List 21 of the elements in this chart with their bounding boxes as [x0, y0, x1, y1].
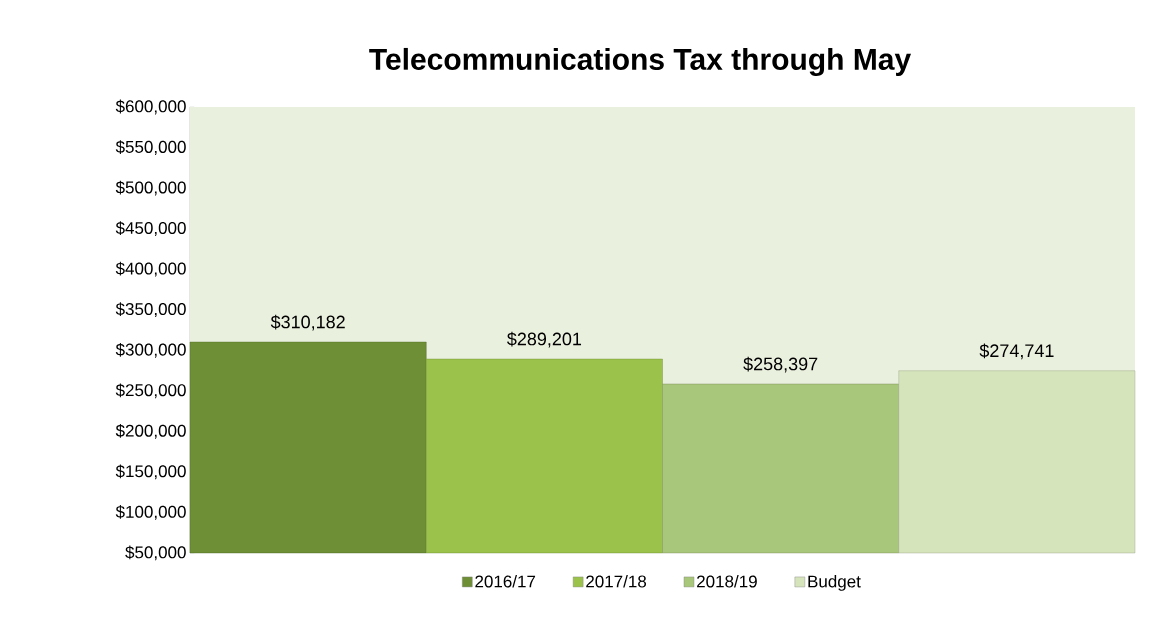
y-tick-label: $100,000: [115, 505, 186, 520]
y-tick-label: $200,000: [115, 423, 186, 439]
data-label: $289,201: [507, 331, 582, 348]
y-tick-label: $250,000: [115, 383, 186, 399]
y-tick-label: $350,000: [115, 302, 186, 318]
y-tick-label: $150,000: [115, 464, 186, 480]
legend-label: 2016/17: [475, 575, 536, 588]
y-tick-label: $500,000: [115, 180, 186, 196]
y-tick-label: $300,000: [115, 342, 186, 358]
y-tick-label: $550,000: [115, 140, 186, 155]
legend-label: 2018/19: [697, 575, 757, 588]
chart-title: Telecommunications Tax through May: [369, 47, 912, 77]
data-label: $310,182: [270, 314, 345, 331]
legend-label: 2017/18: [586, 575, 647, 588]
legend-label: Budget: [808, 575, 861, 591]
data-label: $258,397: [743, 356, 818, 373]
y-tick-label: $600,000: [115, 99, 186, 115]
data-label: $274,741: [979, 343, 1054, 360]
y-tick-label: $450,000: [115, 221, 186, 237]
y-tick-label: $400,000: [115, 261, 186, 277]
y-tick-label: $50,000: [125, 545, 186, 561]
